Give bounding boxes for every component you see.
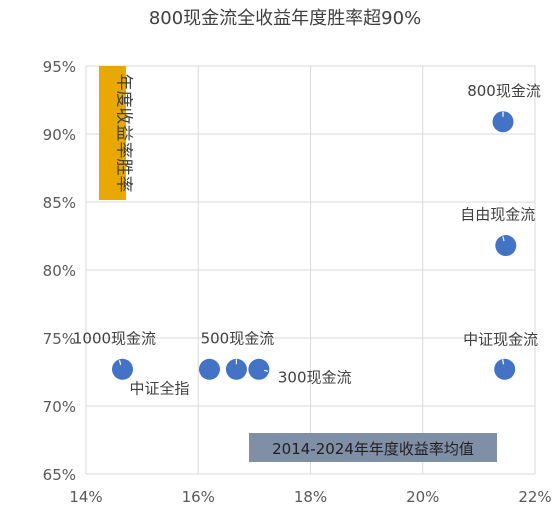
point-label: 中证全指 (129, 379, 189, 397)
data-point (494, 358, 516, 380)
x-axis-title-box (249, 433, 497, 462)
label-leader-line (502, 236, 505, 242)
label-leader-line (264, 369, 269, 372)
x-tick-label: 20% (406, 488, 439, 506)
point-label: 800现金流 (467, 82, 541, 100)
data-point (111, 358, 133, 380)
data-point (495, 235, 517, 257)
point-label: 500现金流 (201, 329, 275, 347)
label-leader-line (502, 359, 505, 365)
y-tick-label: 80% (43, 262, 76, 280)
label-leader-line (118, 360, 122, 365)
point-label: 300现金流 (278, 368, 352, 386)
y-axis-title: 年度收益率胜率 (114, 74, 134, 193)
tick-layer: 65% 70% 75% 80% 85% 90% 95% 14% 16% 18% 20% 22% (43, 58, 552, 506)
y-tick-label: 65% (43, 466, 76, 484)
y-tick-label: 70% (43, 398, 76, 416)
data-point (492, 111, 514, 133)
x-axis-title: 2014-2024年年度收益率均值 (272, 440, 474, 458)
point-label: 1000现金流 (73, 329, 156, 347)
axis-title-layer: 年度收益率胜率 2014-2024年年度收益率均值 (99, 66, 497, 462)
x-tick-label: 18% (294, 488, 327, 506)
y-tick-label: 75% (43, 330, 76, 348)
data-point (225, 358, 247, 380)
y-axis-title-box (99, 66, 126, 200)
y-tick-label: 85% (43, 194, 76, 212)
x-tick-label: 22% (518, 488, 551, 506)
point-layer (111, 111, 517, 380)
x-tick-label: 16% (182, 488, 215, 506)
data-point (198, 358, 220, 380)
grid-layer (85, 65, 536, 475)
x-tick-label: 14% (69, 488, 102, 506)
point-label: 中证现金流 (463, 330, 538, 348)
data-point (248, 358, 270, 380)
point-label: 自由现金流 (460, 206, 535, 224)
chart-title: 800现金流全收益年度胜率超90% (149, 8, 421, 29)
y-tick-label: 90% (43, 126, 76, 144)
y-tick-label: 95% (43, 58, 76, 76)
